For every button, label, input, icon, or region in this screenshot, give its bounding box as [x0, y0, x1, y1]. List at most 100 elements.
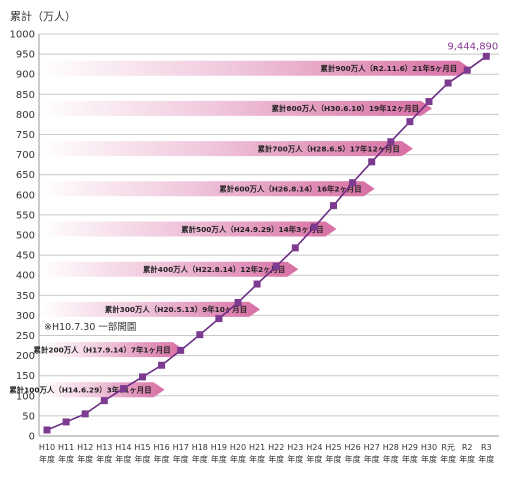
milestone-label: 累計400万人（H22.8.14）12年2ヶ月目	[143, 265, 285, 274]
data-point	[349, 179, 357, 187]
y-tick-label: 350	[16, 291, 35, 302]
data-point	[215, 315, 223, 323]
x-tick-unit: 年度	[135, 454, 151, 464]
x-tick-unit: 年度	[306, 454, 322, 464]
data-point	[330, 202, 337, 210]
end-value-label: 9,444,890	[447, 41, 498, 52]
data-point	[234, 299, 242, 307]
x-tick-unit: 年度	[287, 454, 303, 464]
x-tick-label: H13	[96, 443, 112, 452]
y-tick-label: 700	[16, 150, 35, 161]
data-markers	[43, 52, 490, 434]
x-tick-label: H23	[287, 443, 303, 452]
x-tick-label: H19	[211, 443, 227, 452]
y-tick-label: 150	[16, 371, 35, 382]
x-tick-label: H17	[173, 443, 189, 452]
x-tick-label: H10	[39, 443, 55, 452]
x-tick-label: H12	[77, 443, 93, 452]
x-tick-unit: 年度	[268, 454, 284, 464]
x-tick-unit: 年度	[440, 454, 456, 464]
y-tick-label: 750	[16, 130, 35, 141]
x-tick-label: H28	[383, 443, 399, 452]
x-tick-unit: 年度	[326, 454, 342, 464]
x-tick-label: R元	[441, 443, 455, 452]
x-tick-label: H20	[230, 443, 246, 452]
x-tick-unit: 年度	[364, 454, 380, 464]
x-tick-label: H15	[134, 443, 150, 452]
y-tick-label: 0	[29, 432, 35, 443]
x-ticks: H10年度H11年度H12年度H13年度H14年度H15年度H16年度H17年度…	[39, 443, 494, 464]
x-tick-unit: 年度	[383, 454, 399, 464]
x-tick-label: H11	[58, 443, 74, 452]
y-tick-label: 600	[16, 190, 35, 201]
x-tick-unit: 年度	[211, 454, 227, 464]
x-tick-unit: 年度	[230, 454, 246, 464]
x-tick-label: H30	[421, 443, 437, 452]
milestone-arrow	[40, 141, 413, 157]
milestone-label: 累計500万人（H24.9.29）14年3ヶ月目	[181, 225, 323, 234]
milestone-arrow	[40, 382, 165, 398]
x-tick-label: H21	[249, 443, 265, 452]
x-tick-label: H24	[306, 443, 322, 452]
y-tick-label: 1000	[10, 30, 35, 41]
data-point	[406, 118, 414, 126]
x-tick-label: R2	[462, 443, 473, 452]
x-tick-unit: 年度	[77, 454, 93, 464]
y-tick-label: 50	[22, 411, 35, 422]
data-point	[177, 346, 185, 354]
x-tick-unit: 年度	[459, 454, 475, 464]
x-tick-unit: 年度	[192, 454, 208, 464]
x-tick-label: H22	[268, 443, 284, 452]
x-tick-unit: 年度	[96, 454, 112, 464]
y-axis-label: 累計（万人）	[10, 9, 76, 23]
data-point	[272, 262, 280, 270]
x-tick-unit: 年度	[58, 454, 74, 464]
y-tick-label: 950	[16, 50, 35, 61]
x-tick-unit: 年度	[154, 454, 170, 464]
data-point	[62, 418, 70, 426]
y-tick-label: 800	[16, 110, 35, 121]
x-tick-label: H16	[153, 443, 169, 452]
milestone-label: 累計200万人（H17.9.14）7年1ヶ月目	[34, 345, 171, 354]
data-point	[482, 52, 490, 60]
x-tick-label: H14	[115, 443, 131, 452]
data-point	[291, 244, 299, 252]
x-tick-unit: 年度	[402, 454, 418, 464]
milestone-arrow	[40, 342, 184, 358]
y-tick-label: 500	[16, 231, 35, 242]
y-tick-label: 850	[16, 90, 35, 101]
y-tick-label: 100	[16, 391, 35, 402]
x-tick-unit: 年度	[249, 454, 265, 464]
milestone-arrow	[40, 100, 432, 116]
milestone-arrow	[40, 60, 471, 76]
y-tick-label: 900	[16, 70, 35, 81]
milestone-label: 累計100万人（H14.6.29）3年11ヶ月目	[9, 386, 151, 395]
milestone-arrow	[40, 181, 375, 197]
data-point	[100, 397, 108, 405]
milestone-label: 累計600万人（H26.8.14）16年2ヶ月目	[219, 185, 361, 194]
y-tick-label: 200	[16, 351, 35, 362]
milestone-arrow	[40, 221, 337, 237]
data-point	[463, 66, 471, 74]
data-point	[253, 280, 261, 288]
milestone-arrow	[40, 261, 299, 277]
x-tick-unit: 年度	[345, 454, 361, 464]
x-tick-label: H29	[402, 443, 418, 452]
milestone-label: 累計900万人（R2.11.6）21年5ヶ月目	[321, 64, 458, 73]
data-point	[310, 223, 318, 231]
x-tick-unit: 年度	[39, 454, 55, 464]
x-tick-unit: 年度	[115, 454, 131, 464]
data-point	[43, 426, 51, 434]
data-point	[158, 361, 166, 369]
y-tick-label: 650	[16, 170, 35, 181]
x-tick-label: H26	[344, 443, 360, 452]
y-tick-label: 450	[16, 251, 35, 262]
milestone-arrows: 累計100万人（H14.6.29）3年11ヶ月目 累計200万人（H17.9.14…	[9, 60, 471, 398]
x-tick-unit: 年度	[421, 454, 437, 464]
annotation-note: ※H10.7.30 一部開園	[44, 321, 136, 333]
y-ticks: 0 50 100 150 200 250 300 350 400 450 500 550 600 650 7…	[10, 30, 35, 443]
data-point	[81, 410, 89, 418]
data-point	[444, 79, 452, 87]
data-point	[139, 373, 146, 381]
